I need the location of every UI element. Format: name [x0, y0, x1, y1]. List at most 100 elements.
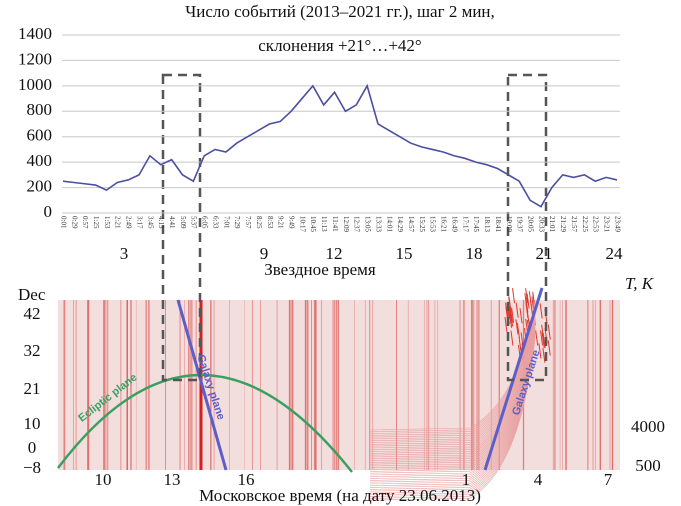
x-tick-label: 12:37	[353, 216, 361, 232]
x-tick-label: 9:21	[277, 216, 285, 229]
dec-tick-label: 0	[28, 438, 37, 457]
noise-line	[511, 307, 515, 323]
noise-line	[509, 312, 513, 328]
y-tick-label: 600	[27, 126, 53, 145]
x-tick-label: 5:37	[190, 216, 198, 229]
x-tick-label: 10:45	[309, 216, 317, 232]
y-tick-label: 1000	[18, 75, 52, 94]
x-tick-label: 17:45	[472, 216, 480, 232]
noise-line	[525, 303, 529, 319]
x-tick-label: 21:01	[548, 216, 556, 232]
sky-map-noise	[63, 288, 614, 501]
time-tick-label: 4	[534, 470, 543, 489]
x2-tick-label: 21	[536, 244, 553, 263]
x2-tick-label: 9	[260, 244, 269, 263]
x-tick-label: 14:57	[407, 216, 415, 232]
y-tick-label: 0	[44, 202, 53, 221]
x-tick-label: 18:13	[483, 216, 491, 232]
time-tick-label: 13	[164, 470, 181, 489]
y-tick-label: 1200	[18, 49, 52, 68]
y-tick-label: 1400	[18, 24, 52, 43]
x-tick-label: 1:53	[103, 216, 111, 229]
x-tick-label: 11:13	[320, 216, 328, 232]
x-tick-label: 3:17	[135, 216, 143, 229]
x2-axis-label: Звездное время	[264, 260, 376, 279]
x-tick-label: 13:05	[364, 216, 372, 232]
dec-tick-label: 42	[24, 304, 41, 323]
x-tick-label: 3:45	[146, 216, 154, 229]
y-tick-label: 400	[27, 151, 53, 170]
noise-line	[509, 307, 513, 323]
x-tick-label: 23:49	[613, 216, 621, 232]
x-tick-label: 17:17	[461, 216, 469, 232]
time-tick-label: 16	[238, 470, 255, 489]
noise-line	[538, 343, 542, 359]
time-tick-label: 1	[462, 470, 471, 489]
x-tick-label: 2:21	[114, 216, 122, 229]
x-tick-label: 14:29	[396, 216, 404, 232]
noise-line	[515, 302, 519, 318]
x-tick-label: 8:53	[266, 216, 274, 229]
x-tick-label: 12:09	[342, 216, 350, 232]
noise-line	[515, 319, 519, 335]
dec-tick-label: 21	[24, 379, 41, 398]
noise-line	[526, 293, 530, 309]
x-tick-label: 22:25	[581, 216, 589, 232]
x-tick-label: 7:57	[244, 216, 252, 229]
x-tick-label: 21:57	[570, 216, 578, 232]
noise-line	[504, 317, 508, 333]
x-tick-label: 6:05	[201, 216, 209, 229]
noise-line	[505, 302, 509, 318]
x-tick-label: 0:57	[81, 216, 89, 229]
galaxy-line	[176, 299, 228, 471]
noise-line	[512, 288, 516, 304]
x-tick-label: 4:41	[168, 216, 176, 229]
time-tick-label: 7	[604, 470, 613, 489]
x-tick-label: 22:53	[592, 216, 600, 232]
dec-tick-label: −8	[23, 458, 41, 477]
x-tick-label: 18:41	[494, 216, 502, 232]
x-tick-label: 7:29	[233, 216, 241, 229]
noise-line	[539, 303, 543, 319]
noise-line	[516, 323, 520, 339]
noise-line	[541, 332, 545, 348]
noise-line	[542, 347, 546, 363]
noise-line	[525, 288, 529, 304]
x-tick-label: 0:29	[70, 216, 78, 229]
dec-tick-label: 10	[24, 414, 41, 433]
highlight-box	[506, 73, 548, 382]
x-tick-label: 10:17	[298, 216, 306, 232]
chart-subtitle: склонения +21°…+42°	[258, 36, 421, 55]
x-tick-label: 23:21	[603, 216, 611, 232]
time-tick-label: 10	[95, 470, 112, 489]
x-tick-label: 0:01	[59, 216, 67, 229]
x2-tick-label: 15	[396, 244, 413, 263]
ecliptic-curve	[57, 373, 353, 473]
x-axis-label: Московское время (на дату 23.06.2013)	[199, 486, 481, 505]
noise-line	[547, 324, 551, 340]
x-tick-label: 16:49	[450, 216, 458, 232]
noise-line	[540, 330, 544, 346]
highlight-box	[161, 73, 202, 382]
x-tick-label: 19:09	[505, 216, 513, 232]
x-tick-label: 20:33	[537, 216, 545, 232]
x-tick-label: 1:25	[92, 216, 100, 229]
x2-tick-label: 18	[466, 244, 483, 263]
x2-tick-label: 12	[326, 244, 343, 263]
y-tick-label: 200	[27, 176, 53, 195]
x-tick-label: 14:01	[385, 216, 393, 232]
noise-line	[535, 330, 539, 346]
x-tick-label: 5:09	[179, 216, 187, 229]
x-tick-label: 2:49	[125, 216, 133, 229]
noise-line	[510, 330, 514, 346]
x2-tick-label: 24	[606, 244, 624, 263]
x-tick-label: 21:29	[559, 216, 567, 232]
x2-tick-label: 3	[120, 244, 129, 263]
x-tick-label: 16:21	[440, 216, 448, 232]
x-tick-label: 8:25	[255, 216, 263, 229]
noise-line	[530, 300, 534, 316]
temp-tick-label: 500	[635, 456, 661, 475]
x-tick-label: 7:01	[222, 216, 230, 229]
x-tick-label: 13:33	[374, 216, 382, 232]
chart-title: Число событий (2013–2021 гг.), шаг 2 мин…	[185, 2, 495, 21]
